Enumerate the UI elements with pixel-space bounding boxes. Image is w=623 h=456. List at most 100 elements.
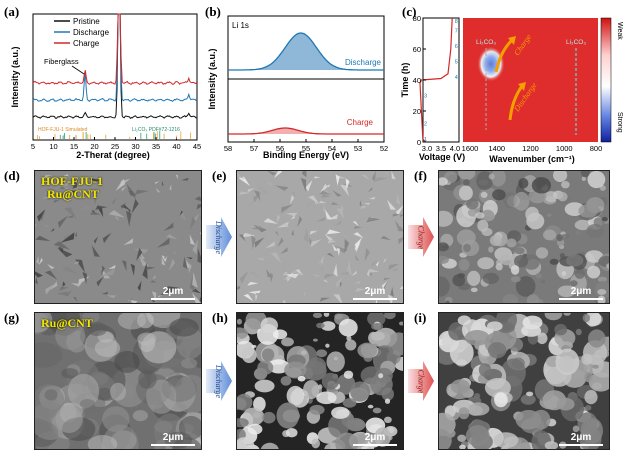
charge-line bbox=[32, 13, 198, 86]
voltage-curve bbox=[419, 17, 453, 143]
sem-image-h: 2μm bbox=[236, 312, 404, 450]
simulated-sticks bbox=[36, 131, 191, 139]
sem-image-e: 2μm bbox=[236, 170, 404, 304]
x-tick-label: 58 bbox=[224, 144, 232, 153]
x-tick-label: 35 bbox=[152, 142, 160, 151]
discharge-label: Discharge bbox=[345, 58, 382, 67]
panel-label-a: (a) bbox=[4, 4, 20, 19]
x-axis-ticks: 5 10 15 20 25 30 35 40 45 bbox=[31, 137, 201, 151]
y-tick-label: 20 bbox=[413, 107, 421, 116]
xrd-chart: 5 10 15 20 25 30 35 40 45 Pristine Discharge Cha… bbox=[10, 13, 201, 160]
panel-label-h: (h) bbox=[212, 310, 228, 325]
sem-image-d: HOF-FJU-1 Ru@CNT 2μm bbox=[34, 170, 202, 304]
wavenumber-tick-label: 1000 bbox=[556, 144, 573, 153]
wavenumber-tick-label: 1400 bbox=[488, 144, 505, 153]
x-tick-label: 55 bbox=[302, 144, 310, 153]
charge-arrowhead bbox=[508, 36, 516, 45]
time-marker: 6 bbox=[455, 44, 458, 50]
voltage-tick-label: 3.0 bbox=[422, 144, 432, 153]
x-tick-label: 10 bbox=[49, 142, 57, 151]
wavenumber-tick-label: 800 bbox=[590, 144, 603, 153]
time-marker: 5 bbox=[455, 59, 458, 65]
discharge-line bbox=[228, 32, 384, 71]
simulated-label: HOF-FJU-1 Simulated bbox=[38, 127, 88, 133]
x-tick-label: 52 bbox=[380, 144, 388, 153]
sem-overlay-g: Ru@CNT bbox=[41, 316, 93, 330]
li2co3-annotation-left: Li₂CO₃ bbox=[476, 39, 496, 46]
x-tick-label: 20 bbox=[90, 142, 98, 151]
voltage-tick-label: 3.5 bbox=[436, 144, 446, 153]
pristine-line bbox=[32, 13, 198, 119]
xps-x-label: Binding Energy (eV) bbox=[263, 150, 349, 160]
time-marker: 3 bbox=[424, 94, 427, 100]
legend-charge: Charge bbox=[73, 39, 100, 48]
panel-label-c: (c) bbox=[402, 4, 417, 19]
x-tick-label: 15 bbox=[70, 142, 78, 151]
x-tick-label: 57 bbox=[250, 144, 258, 153]
x-tick-label: 54 bbox=[328, 144, 336, 153]
li2co3-pdf-label: Li₂CO₃ PDF#72-1216 bbox=[132, 127, 180, 133]
x-tick-label: 5 bbox=[31, 142, 35, 151]
time-axis-ticks: 0 20 40 60 80 bbox=[413, 14, 426, 147]
voltage-markers: 1 2 3 4 5 6 7 8 bbox=[424, 19, 458, 143]
li2co3-annotation-right: Li₂CO₃ bbox=[566, 39, 586, 46]
wavenumber-ticks: 1600 1400 1200 1000 800 bbox=[462, 144, 603, 153]
discharge-line bbox=[32, 13, 198, 103]
colorbar-weak: Weak bbox=[616, 22, 623, 40]
sem-image-g: Ru@CNT 2μm bbox=[34, 312, 202, 450]
panel-label-g: (g) bbox=[4, 310, 20, 325]
fiberglass-pointer bbox=[71, 65, 85, 75]
time-marker: 2 bbox=[424, 121, 427, 127]
scale-bar-f: 2μm bbox=[559, 286, 603, 300]
insitu-ftir-chart: 1 2 3 4 5 6 7 8 0 20 40 60 80 3.0 3.5 4.0 Li₂CO₃ Li₂C… bbox=[400, 14, 623, 164]
charge-peak-fill bbox=[228, 128, 384, 134]
panel-label-f: (f) bbox=[414, 168, 427, 183]
charge-label: Charge bbox=[347, 118, 374, 127]
legend-discharge: Discharge bbox=[73, 28, 110, 37]
scale-bar-e: 2μm bbox=[353, 286, 397, 300]
heatmap-blob bbox=[477, 46, 505, 82]
x-tick-label: 45 bbox=[193, 142, 201, 151]
wavenumber-tick-label: 1200 bbox=[522, 144, 539, 153]
y-tick-label: 80 bbox=[413, 14, 421, 23]
panel-label-i: (i) bbox=[414, 310, 427, 325]
voltage-tick-label: 4.0 bbox=[450, 144, 460, 153]
xrd-x-label: 2-Therat (degree) bbox=[76, 150, 150, 160]
scale-bar-g: 2μm bbox=[151, 432, 195, 446]
scale-bar-h: 2μm bbox=[353, 432, 397, 446]
voltage-x-label: Voltage (V) bbox=[419, 152, 465, 162]
y-tick-label: 0 bbox=[417, 138, 421, 147]
x-tick-label: 53 bbox=[354, 144, 362, 153]
sem-image-i: 2μm bbox=[438, 312, 610, 450]
discharge-arrowhead bbox=[518, 82, 526, 91]
panel-label-d: (d) bbox=[4, 168, 20, 183]
x-axis-ticks: 58 57 56 55 54 53 52 bbox=[224, 139, 388, 153]
x-tick-label: 30 bbox=[131, 142, 139, 151]
sem-overlay-d: HOF-FJU-1 Ru@CNT bbox=[41, 174, 103, 201]
xps-chart: 58 57 56 55 54 53 52 Li 1s Discharge Charge Bi… bbox=[207, 15, 388, 160]
charge-arrow bbox=[494, 38, 514, 73]
xps-y-label: Intensity (a.u.) bbox=[207, 48, 217, 109]
arrow-charge-ef: Charge bbox=[408, 217, 434, 257]
arrow-discharge-de: Discharge bbox=[206, 217, 232, 257]
discharge-peak-fill bbox=[228, 33, 384, 70]
discharge-arrow bbox=[508, 85, 524, 121]
legend-pristine: Pristine bbox=[73, 17, 100, 26]
sem-image-f: 2μm bbox=[438, 170, 610, 304]
arrow-discharge-gh: Discharge bbox=[206, 361, 232, 401]
time-marker: 7 bbox=[455, 28, 458, 34]
x-tick-label: 56 bbox=[276, 144, 284, 153]
y-tick-label: 60 bbox=[413, 45, 421, 54]
scale-bar-d: 2μm bbox=[151, 286, 195, 300]
xps-title: Li 1s bbox=[232, 21, 249, 30]
voltage-ticks: 3.0 3.5 4.0 bbox=[422, 144, 460, 153]
charge-line bbox=[228, 127, 384, 135]
x-tick-label: 25 bbox=[111, 142, 119, 151]
wavenumber-tick-label: 1600 bbox=[462, 144, 479, 153]
wavenumber-x-label: Wavenumber (cm⁻¹) bbox=[489, 154, 574, 164]
colorbar-strong: Strong bbox=[616, 112, 623, 133]
colorbar bbox=[600, 17, 612, 143]
time-y-label: Time (h) bbox=[400, 63, 410, 98]
x-tick-label: 40 bbox=[172, 142, 180, 151]
panel-label-b: (b) bbox=[205, 4, 221, 19]
